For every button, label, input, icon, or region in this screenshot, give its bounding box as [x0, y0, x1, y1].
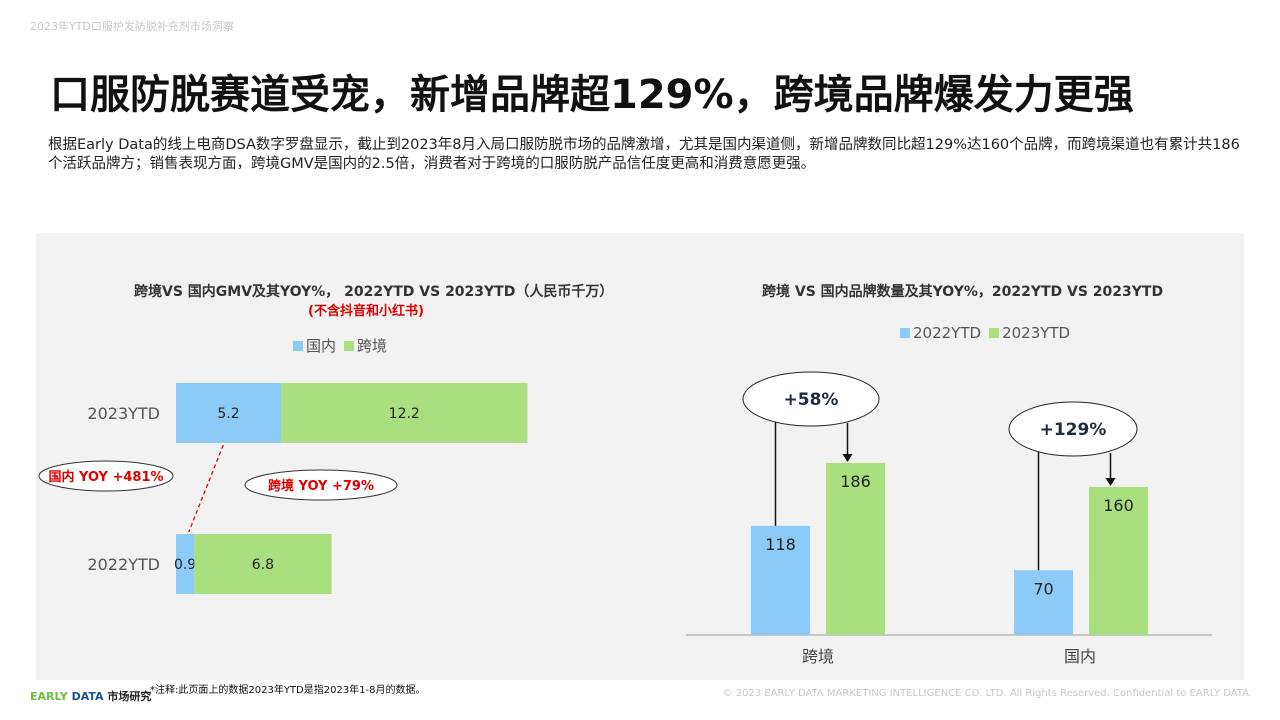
legend-swatch-domestic	[293, 340, 303, 351]
gmv-chart: 2023YTD 5.2 12.2 2022YTD 0.9 6.8 国内 YOY +481% 跨…	[38, 383, 528, 594]
legend-label-crossborder: 跨境	[357, 337, 388, 355]
report-caption: 2023年YTD口服护发防脱补充剂市场洞察	[30, 20, 234, 33]
gmv-data-label: 6.8	[252, 557, 274, 573]
crossborder-yoy-callout-text: 跨境 YOY +79%	[268, 478, 374, 494]
gmv-data-label: 0.9	[174, 557, 196, 573]
brand-yoy-callout-ellipse	[1008, 401, 1138, 457]
brand-chart-title: 跨境 VS 国内品牌数量及其YOY%，2022YTD VS 2023YTD	[762, 284, 1164, 300]
gmv-bar-crossborder	[281, 383, 528, 443]
legend-item-crossborder: 跨境	[344, 335, 387, 356]
legend-item-domestic: 国内	[293, 335, 336, 356]
brand-category-label: 国内	[1064, 647, 1096, 666]
legend-swatch-2022	[900, 328, 910, 338]
gmv-chart-subtitle: (不含抖音和小红书)	[308, 304, 424, 319]
brand-data-label: 160	[1103, 496, 1134, 515]
gmv-data-label: 12.2	[389, 406, 420, 422]
brand-data-label: 118	[765, 535, 796, 554]
domestic-yoy-callout-ellipse	[38, 460, 174, 492]
legend-label-2023: 2023YTD	[1002, 324, 1071, 342]
brand-yoy-callout-ellipse	[742, 371, 880, 427]
brand-chart: 118 186 跨境 70 160 国内 +58% +129%	[686, 371, 1212, 666]
copyright: © 2023 EARLY DATA MARKETING INTELLIGENCE…	[722, 688, 1252, 699]
gmv-chart-title: 跨境VS 国内GMV及其YOY%， 2022YTD VS 2023YTD（人民币…	[134, 284, 614, 300]
brand-legend: 2022YTD 2023YTD	[900, 324, 1074, 342]
brand-category-label: 跨境	[802, 647, 834, 666]
logo-data: DATA	[71, 690, 104, 703]
legend-label-2022: 2022YTD	[913, 324, 982, 342]
legend-item-2022: 2022YTD	[900, 324, 981, 342]
brand-bar-2022YTD	[1014, 570, 1073, 635]
legend-swatch-crossborder	[344, 340, 355, 351]
brand-yoy-arrowhead	[842, 453, 853, 462]
gmv-legend: 国内 跨境	[293, 335, 391, 356]
logo-cn: 市场研究	[107, 690, 152, 703]
gmv-data-label: 5.2	[217, 406, 239, 422]
domestic-yoy-callout-text: 国内 YOY +481%	[48, 469, 163, 485]
brand-yoy-callout-text: +129%	[1040, 420, 1107, 440]
brand-bar-2022YTD	[751, 525, 810, 635]
footnote: *注释:此页面上的数据2023年YTD是指2023年1-8月的数据。	[150, 685, 426, 696]
legend-label-domestic: 国内	[306, 337, 337, 355]
brand-bar-2023YTD	[1089, 487, 1148, 635]
domestic-growth-connector	[188, 444, 224, 533]
crossborder-yoy-callout-ellipse	[244, 469, 398, 501]
brand-yoy-callout-text: +58%	[784, 390, 839, 410]
logo-early: EARLY	[30, 690, 68, 703]
brand-yoy-arrowhead	[1105, 478, 1116, 486]
gmv-bar-domestic	[176, 534, 195, 594]
intro-paragraph: 根据Early Data的线上电商DSA数字罗盘显示，截止到2023年8月入局口…	[48, 137, 1240, 172]
gmv-category-label: 2022YTD	[87, 555, 160, 574]
legend-item-2023: 2023YTD	[989, 324, 1070, 342]
brand-data-label: 70	[1033, 579, 1053, 598]
gmv-bar-crossborder	[194, 534, 332, 594]
gmv-bar-domestic	[176, 383, 282, 443]
gmv-category-label: 2023YTD	[87, 404, 160, 423]
company-logo: EARLY DATA 市场研究	[30, 688, 151, 704]
legend-swatch-2023	[989, 328, 1000, 338]
brand-bar-2023YTD	[826, 462, 885, 635]
brand-data-label: 186	[840, 472, 871, 491]
page-title: 口服防脱赛道受宠，新增品牌超129%，跨境品牌爆发力更强	[50, 72, 1134, 118]
